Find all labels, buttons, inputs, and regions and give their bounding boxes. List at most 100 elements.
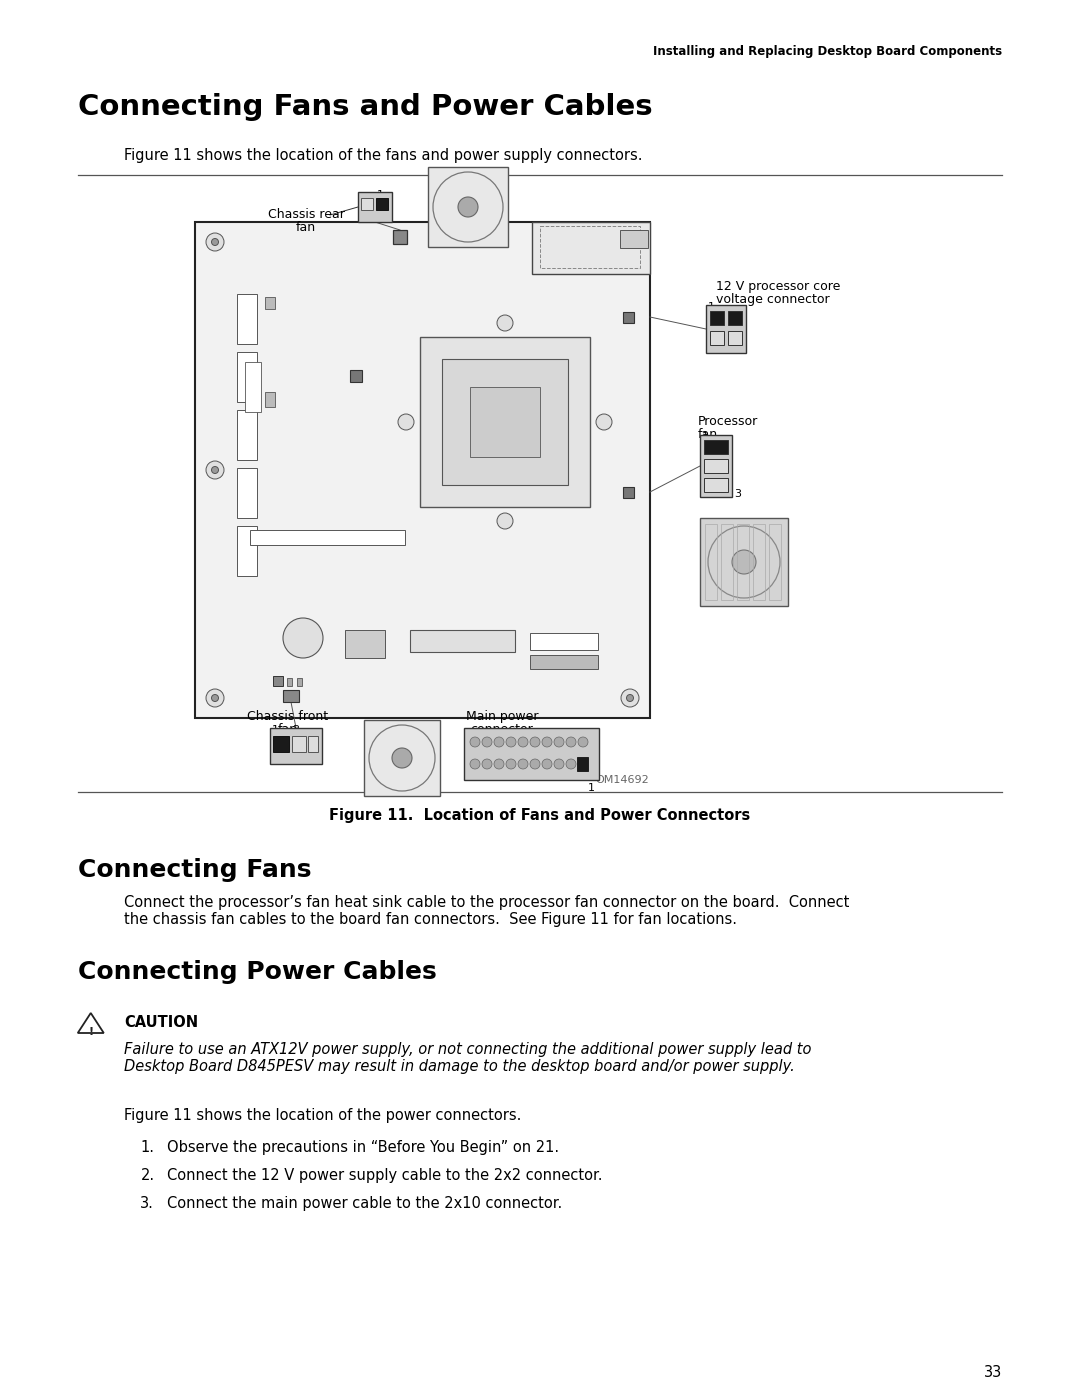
Text: Connecting Fans: Connecting Fans xyxy=(78,858,311,882)
Bar xyxy=(420,337,590,507)
Bar xyxy=(532,222,650,274)
Bar xyxy=(577,757,588,771)
Circle shape xyxy=(482,759,492,768)
Bar xyxy=(753,524,765,599)
Text: Figure 11 shows the location of the fans and power supply connectors.: Figure 11 shows the location of the fans… xyxy=(124,148,643,163)
Bar xyxy=(273,676,283,686)
Bar xyxy=(237,293,257,344)
Text: 3: 3 xyxy=(292,725,299,735)
Text: Connect the main power cable to the 2x10 connector.: Connect the main power cable to the 2x10… xyxy=(167,1196,563,1211)
Text: 1: 1 xyxy=(708,302,715,312)
Text: Connect the processor’s fan heat sink cable to the processor fan connector on th: Connect the processor’s fan heat sink ca… xyxy=(124,895,850,928)
Circle shape xyxy=(497,513,513,529)
Bar xyxy=(706,305,746,353)
Bar xyxy=(470,387,540,457)
Circle shape xyxy=(566,738,576,747)
Circle shape xyxy=(470,759,480,768)
Text: Installing and Replacing Desktop Board Components: Installing and Replacing Desktop Board C… xyxy=(653,45,1002,59)
Bar xyxy=(376,198,388,210)
Text: 3.: 3. xyxy=(140,1196,154,1211)
Text: 1: 1 xyxy=(702,432,708,441)
Bar xyxy=(270,728,322,764)
Bar xyxy=(237,468,257,518)
Circle shape xyxy=(482,738,492,747)
Circle shape xyxy=(458,197,478,217)
Circle shape xyxy=(206,689,224,707)
Bar xyxy=(464,728,599,780)
Bar xyxy=(265,298,275,309)
Text: 33: 33 xyxy=(984,1365,1002,1380)
Bar xyxy=(700,434,732,497)
Circle shape xyxy=(626,239,634,246)
Bar xyxy=(540,226,640,268)
Bar xyxy=(700,518,788,606)
Bar xyxy=(728,331,742,345)
Text: fan: fan xyxy=(698,427,718,441)
Bar xyxy=(620,231,648,249)
Text: !: ! xyxy=(89,1027,93,1037)
Circle shape xyxy=(206,233,224,251)
Text: Processor: Processor xyxy=(698,415,758,427)
Bar xyxy=(623,488,634,497)
Circle shape xyxy=(596,414,612,430)
Bar xyxy=(623,312,634,323)
Circle shape xyxy=(578,738,588,747)
Circle shape xyxy=(206,461,224,479)
Circle shape xyxy=(626,694,634,701)
Bar xyxy=(530,633,598,650)
Circle shape xyxy=(494,738,504,747)
Circle shape xyxy=(283,617,323,658)
Bar xyxy=(769,524,781,599)
Circle shape xyxy=(542,738,552,747)
Circle shape xyxy=(507,759,516,768)
Bar xyxy=(393,231,407,244)
Bar xyxy=(265,393,275,407)
Circle shape xyxy=(554,759,564,768)
Bar xyxy=(410,630,515,652)
Circle shape xyxy=(732,550,756,574)
Text: fan: fan xyxy=(278,724,298,736)
Circle shape xyxy=(392,747,411,768)
Circle shape xyxy=(530,759,540,768)
Text: Connecting Power Cables: Connecting Power Cables xyxy=(78,960,436,983)
Bar xyxy=(292,736,306,752)
Text: Connect the 12 V power supply cable to the 2x2 connector.: Connect the 12 V power supply cable to t… xyxy=(167,1168,603,1183)
Text: Main power: Main power xyxy=(465,710,538,724)
Circle shape xyxy=(494,759,504,768)
Bar xyxy=(287,678,292,686)
Circle shape xyxy=(470,738,480,747)
Bar xyxy=(245,362,261,412)
Bar xyxy=(195,222,650,718)
Bar xyxy=(442,359,568,485)
Circle shape xyxy=(212,239,218,246)
Bar xyxy=(530,655,598,669)
Bar xyxy=(721,524,733,599)
Bar xyxy=(249,529,405,545)
Bar xyxy=(345,630,384,658)
Circle shape xyxy=(554,738,564,747)
Text: OM14692: OM14692 xyxy=(595,775,649,785)
Text: Connecting Fans and Power Cables: Connecting Fans and Power Cables xyxy=(78,94,652,122)
Circle shape xyxy=(530,738,540,747)
Bar xyxy=(704,478,728,492)
Bar xyxy=(237,527,257,576)
Circle shape xyxy=(212,694,218,701)
Bar xyxy=(357,191,392,222)
Bar xyxy=(364,719,440,796)
Bar xyxy=(308,736,318,752)
Circle shape xyxy=(566,759,576,768)
Text: voltage connector: voltage connector xyxy=(716,293,829,306)
Text: Failure to use an ATX12V power supply, or not connecting the additional power su: Failure to use an ATX12V power supply, o… xyxy=(124,1042,812,1074)
Circle shape xyxy=(518,759,528,768)
Text: Figure 11.  Location of Fans and Power Connectors: Figure 11. Location of Fans and Power Co… xyxy=(329,807,751,823)
Text: Chassis front: Chassis front xyxy=(247,710,328,724)
Text: 1: 1 xyxy=(377,190,383,200)
Bar xyxy=(728,312,742,326)
Circle shape xyxy=(542,759,552,768)
Text: 12 V processor core: 12 V processor core xyxy=(716,279,840,293)
Bar xyxy=(704,460,728,474)
Bar xyxy=(737,524,750,599)
Text: Figure 11 shows the location of the power connectors.: Figure 11 shows the location of the powe… xyxy=(124,1108,522,1123)
Text: Chassis rear: Chassis rear xyxy=(268,208,345,221)
Text: Observe the precautions in “Before You Begin” on 21.: Observe the precautions in “Before You B… xyxy=(167,1140,559,1155)
